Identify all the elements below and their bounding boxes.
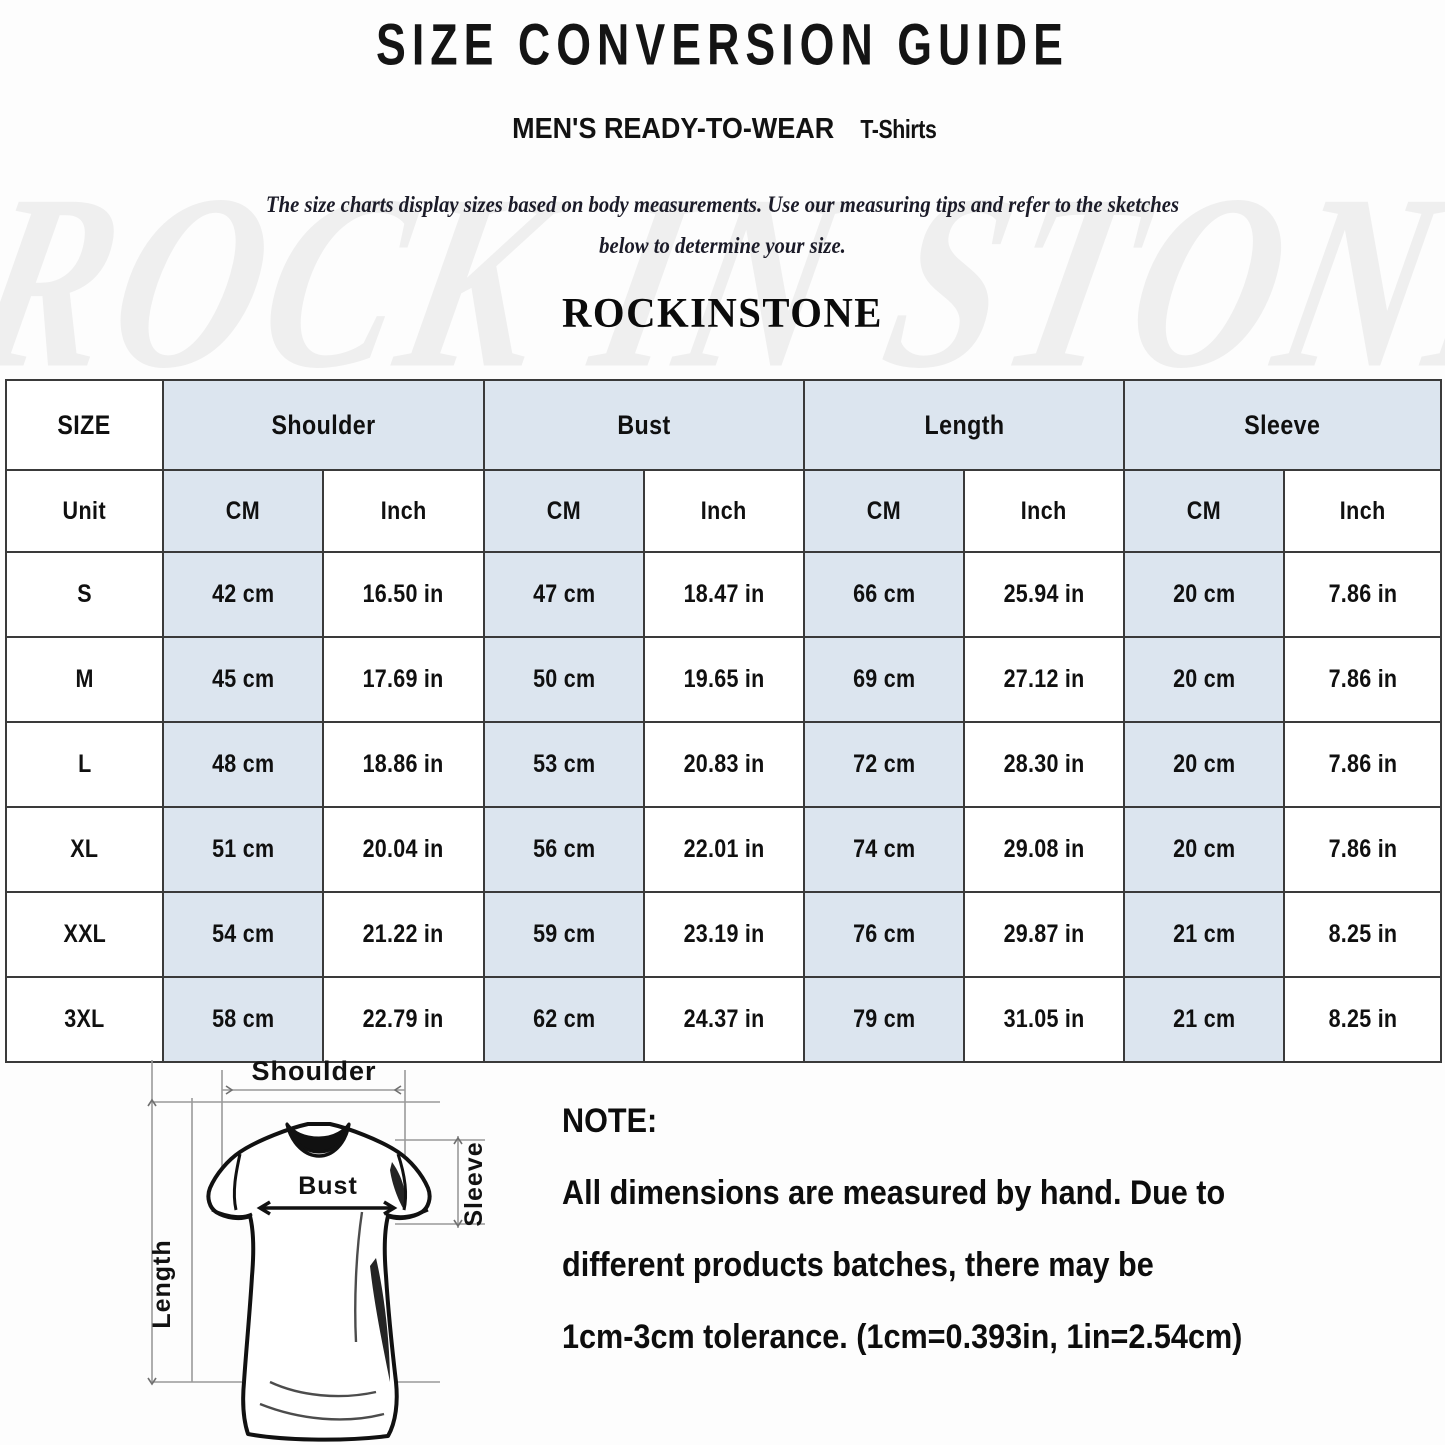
svg-text:Shoulder: Shoulder: [251, 1056, 376, 1086]
svg-text:Sleeve: Sleeve: [460, 1141, 488, 1226]
table-corner-size: SIZE: [5, 379, 164, 471]
group-header-length: Length: [803, 379, 1126, 471]
cell-length-inch: 25.94 in: [963, 551, 1126, 638]
description-line-1: The size charts display sizes based on b…: [265, 192, 1180, 217]
unit-length-inch: Inch: [963, 469, 1126, 553]
table-row: 3XL 58 cm 22.79 in 62 cm 24.37 in 79 cm …: [5, 976, 1443, 1063]
cell-bust-cm: 59 cm: [483, 891, 646, 978]
row-size-label: XXL: [5, 891, 164, 978]
cell-sleeve-cm: 20 cm: [1123, 721, 1286, 808]
cell-length-inch: 27.12 in: [963, 636, 1126, 723]
table-unit-row: Unit CM Inch CM Inch CM Inch CM Inch: [5, 469, 1443, 553]
row-size-label: S: [5, 551, 164, 638]
table-row: L 48 cm 18.86 in 53 cm 20.83 in 72 cm 28…: [5, 721, 1443, 808]
group-header-shoulder: Shoulder: [161, 379, 486, 471]
unit-bust-inch: Inch: [643, 469, 806, 553]
unit-shoulder-cm: CM: [162, 469, 324, 553]
cell-sleeve-cm: 20 cm: [1123, 806, 1286, 893]
row-size-label: XL: [5, 806, 164, 893]
cell-shoulder-cm: 51 cm: [162, 806, 324, 893]
cell-length-cm: 66 cm: [803, 551, 966, 638]
group-header-sleeve: Sleeve: [1123, 379, 1443, 471]
note-line-2: different products batches, there may be: [562, 1246, 1154, 1284]
cell-shoulder-inch: 16.50 in: [321, 551, 486, 638]
row-size-label: L: [5, 721, 164, 808]
cell-bust-cm: 47 cm: [483, 551, 646, 638]
tshirt-measurement-diagram: Shoulder Bust Length Sleeve: [140, 1052, 540, 1444]
cell-bust-inch: 23.19 in: [643, 891, 806, 978]
cell-shoulder-cm: 54 cm: [162, 891, 324, 978]
cell-sleeve-inch: 7.86 in: [1283, 636, 1443, 723]
cell-shoulder-inch: 21.22 in: [321, 891, 486, 978]
cell-bust-inch: 18.47 in: [643, 551, 806, 638]
cell-shoulder-inch: 20.04 in: [321, 806, 486, 893]
svg-text:Bust: Bust: [298, 1172, 358, 1200]
row-size-label: 3XL: [5, 976, 164, 1063]
page-title: SIZE CONVERSION GUIDE: [376, 13, 1069, 79]
cell-bust-inch: 19.65 in: [643, 636, 806, 723]
table-row: M 45 cm 17.69 in 50 cm 19.65 in 69 cm 27…: [5, 636, 1443, 723]
subtitle: MEN'S READY-TO-WEAR T-Shirts: [0, 113, 1445, 146]
description-line-2: below to determine your size.: [599, 233, 846, 258]
cell-sleeve-inch: 7.86 in: [1283, 551, 1443, 638]
note-line-3: 1cm-3cm tolerance. (1cm=0.393in, 1in=2.5…: [562, 1318, 1243, 1356]
cell-shoulder-cm: 58 cm: [162, 976, 324, 1063]
cell-bust-cm: 53 cm: [483, 721, 646, 808]
cell-length-inch: 28.30 in: [963, 721, 1126, 808]
note-title: NOTE:: [562, 1102, 658, 1140]
subtitle-product: T-Shirts: [860, 114, 938, 144]
cell-length-cm: 74 cm: [803, 806, 966, 893]
cell-bust-cm: 56 cm: [483, 806, 646, 893]
unit-length-cm: CM: [803, 469, 966, 553]
cell-sleeve-cm: 20 cm: [1123, 551, 1286, 638]
cell-length-cm: 76 cm: [803, 891, 966, 978]
table-row: XXL 54 cm 21.22 in 59 cm 23.19 in 76 cm …: [5, 891, 1443, 978]
cell-bust-cm: 62 cm: [483, 976, 646, 1063]
unit-shoulder-inch: Inch: [321, 469, 486, 553]
bottom-section: Shoulder Bust Length Sleeve NOTE: All di…: [0, 1040, 1445, 1445]
table-header-group-row: SIZE Shoulder Bust Length Sleeve: [5, 379, 1443, 471]
cell-shoulder-cm: 45 cm: [162, 636, 324, 723]
cell-length-cm: 72 cm: [803, 721, 966, 808]
cell-shoulder-cm: 48 cm: [162, 721, 324, 808]
cell-length-cm: 69 cm: [803, 636, 966, 723]
note-block: NOTE: All dimensions are measured by han…: [562, 1085, 1442, 1373]
note-line-1: All dimensions are measured by hand. Due…: [562, 1174, 1226, 1212]
cell-length-inch: 29.87 in: [963, 891, 1126, 978]
cell-bust-inch: 24.37 in: [643, 976, 806, 1063]
cell-bust-inch: 22.01 in: [643, 806, 806, 893]
cell-bust-cm: 50 cm: [483, 636, 646, 723]
unit-label: Unit: [5, 469, 164, 553]
cell-length-inch: 31.05 in: [963, 976, 1126, 1063]
cell-sleeve-inch: 8.25 in: [1283, 891, 1443, 978]
cell-sleeve-inch: 8.25 in: [1283, 976, 1443, 1063]
brand-name: ROCKINSTONE: [562, 291, 883, 337]
cell-shoulder-inch: 17.69 in: [321, 636, 486, 723]
cell-sleeve-cm: 20 cm: [1123, 636, 1286, 723]
cell-bust-inch: 20.83 in: [643, 721, 806, 808]
cell-shoulder-inch: 18.86 in: [321, 721, 486, 808]
table-row: XL 51 cm 20.04 in 56 cm 22.01 in 74 cm 2…: [5, 806, 1443, 893]
cell-length-cm: 79 cm: [803, 976, 966, 1063]
row-size-label: M: [5, 636, 164, 723]
cell-sleeve-cm: 21 cm: [1123, 891, 1286, 978]
table-row: S 42 cm 16.50 in 47 cm 18.47 in 66 cm 25…: [5, 551, 1443, 638]
unit-sleeve-inch: Inch: [1283, 469, 1443, 553]
unit-bust-cm: CM: [483, 469, 646, 553]
cell-sleeve-cm: 21 cm: [1123, 976, 1286, 1063]
cell-shoulder-cm: 42 cm: [162, 551, 324, 638]
cell-length-inch: 29.08 in: [963, 806, 1126, 893]
size-conversion-table: SIZE Shoulder Bust Length Sleeve Unit CM…: [5, 379, 1443, 1063]
group-header-bust: Bust: [483, 379, 806, 471]
subtitle-category: MEN'S READY-TO-WEAR: [512, 113, 835, 145]
svg-text:Length: Length: [148, 1239, 176, 1328]
cell-sleeve-inch: 7.86 in: [1283, 806, 1443, 893]
cell-sleeve-inch: 7.86 in: [1283, 721, 1443, 808]
cell-shoulder-inch: 22.79 in: [321, 976, 486, 1063]
unit-sleeve-cm: CM: [1123, 469, 1286, 553]
